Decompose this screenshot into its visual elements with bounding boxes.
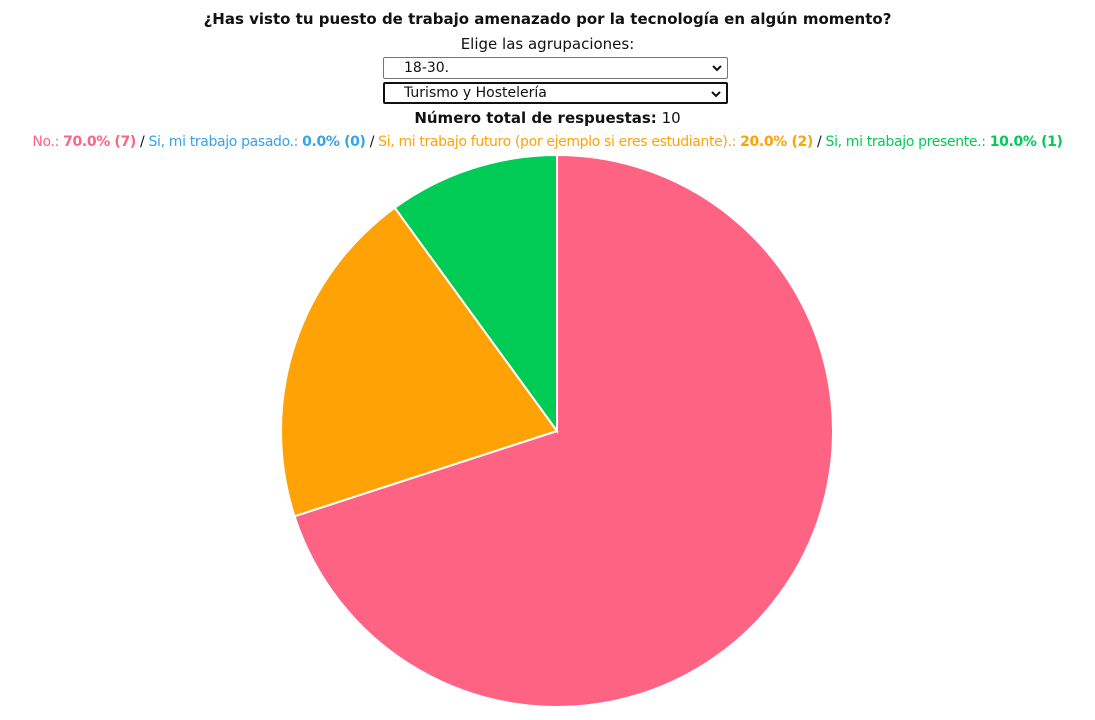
pie-slice[interactable]	[393, 153, 558, 435]
legend-item[interactable]: No.: 70.0% (7)	[32, 134, 136, 150]
pie-slice[interactable]	[280, 206, 559, 518]
legend-separator: /	[365, 134, 379, 150]
legend-value: 70.0% (7)	[63, 134, 136, 150]
legend-label: No.:	[32, 134, 64, 150]
chevron-down-icon	[712, 65, 722, 72]
total-responses-value: 10	[661, 109, 681, 127]
sector-selected-value: Turismo y Hostelería	[404, 85, 547, 101]
pie-slice[interactable]	[293, 153, 834, 708]
sector-select[interactable]: Turismo y Hostelería	[383, 82, 728, 104]
chart-legend: No.: 70.0% (7) / Si, mi trabajo pasado.:…	[0, 132, 1095, 152]
legend-separator: /	[135, 134, 149, 150]
legend-value: 20.0% (2)	[740, 134, 813, 150]
filters-label: Elige las agrupaciones:	[460, 35, 635, 53]
legend-label: Si, mi trabajo pasado.:	[148, 134, 303, 150]
legend-label: Si, mi trabajo futuro (por ejemplo si er…	[378, 134, 741, 150]
legend-label: Si, mi trabajo presente.:	[825, 134, 990, 150]
total-responses-label: Número total de respuestas:	[414, 109, 657, 127]
total-responses: Número total de respuestas: 10	[0, 108, 1095, 128]
legend-separator: /	[812, 134, 826, 150]
age-group-selected-value: 18-30.	[404, 60, 450, 76]
age-group-select[interactable]: 18-30.	[383, 57, 728, 79]
legend-value: 0.0% (0)	[302, 134, 366, 150]
legend-item[interactable]: Si, mi trabajo presente.: 10.0% (1)	[826, 134, 1063, 150]
legend-item[interactable]: Si, mi trabajo futuro (por ejemplo si er…	[378, 134, 813, 150]
chevron-down-icon	[711, 91, 721, 98]
legend-item[interactable]: Si, mi trabajo pasado.: 0.0% (0)	[149, 134, 366, 150]
legend-value: 10.0% (1)	[989, 134, 1063, 150]
chart-title: ¿Has visto tu puesto de trabajo amenazad…	[203, 10, 892, 28]
